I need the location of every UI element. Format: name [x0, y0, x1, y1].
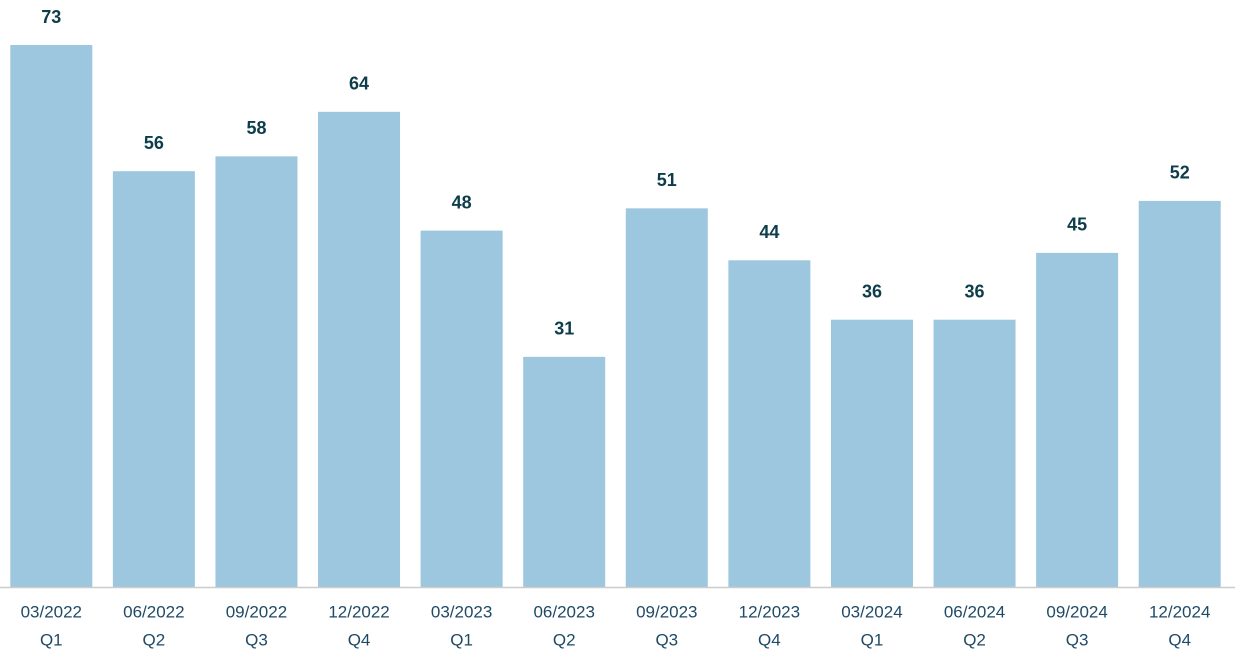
x-tick-label: Q1 [450, 630, 473, 649]
value-label: 44 [759, 222, 779, 242]
x-tick-label: 12/2022 [328, 602, 389, 621]
value-label: 56 [144, 133, 164, 153]
x-tick-label: Q4 [348, 630, 371, 649]
value-label: 36 [965, 281, 985, 301]
x-tick-label: 06/2023 [533, 602, 594, 621]
value-label: 52 [1170, 163, 1190, 183]
x-tick-label: 12/2023 [739, 602, 800, 621]
bar [523, 356, 606, 587]
x-tick-label: 03/2022 [21, 602, 82, 621]
bar [830, 319, 913, 587]
x-tick-label: Q4 [758, 630, 781, 649]
bar [1138, 200, 1221, 588]
bar [625, 208, 708, 587]
bar [728, 260, 811, 587]
x-tick-label: 06/2022 [123, 602, 184, 621]
value-label: 58 [246, 118, 266, 138]
x-tick-label: 03/2023 [431, 602, 492, 621]
x-tick-label: Q1 [861, 630, 884, 649]
value-label: 45 [1067, 215, 1087, 235]
x-tick-label: Q3 [655, 630, 678, 649]
value-label: 48 [452, 192, 472, 212]
value-label: 51 [657, 170, 677, 190]
x-tick-label: 09/2024 [1046, 602, 1107, 621]
value-label: 31 [554, 319, 574, 339]
value-label: 73 [41, 7, 61, 27]
x-tick-label: Q2 [553, 630, 576, 649]
bar [420, 230, 503, 587]
x-tick-label: Q4 [1168, 630, 1191, 649]
value-label: 64 [349, 74, 369, 94]
x-tick-label: 12/2024 [1149, 602, 1210, 621]
bar [10, 45, 93, 587]
x-tick-label: Q1 [40, 630, 63, 649]
bar [1036, 252, 1119, 587]
x-tick-label: Q2 [143, 630, 166, 649]
x-tick-label: 09/2022 [226, 602, 287, 621]
bar [933, 319, 1016, 587]
bar [318, 111, 401, 588]
x-tick-label: Q3 [1066, 630, 1089, 649]
bar [112, 171, 195, 587]
bar [215, 156, 298, 587]
x-tick-label: 09/2023 [636, 602, 697, 621]
x-tick-label: Q2 [963, 630, 986, 649]
x-tick-label: 03/2024 [841, 602, 902, 621]
value-label: 36 [862, 281, 882, 301]
x-tick-label: 06/2024 [944, 602, 1005, 621]
x-tick-label: Q3 [245, 630, 268, 649]
